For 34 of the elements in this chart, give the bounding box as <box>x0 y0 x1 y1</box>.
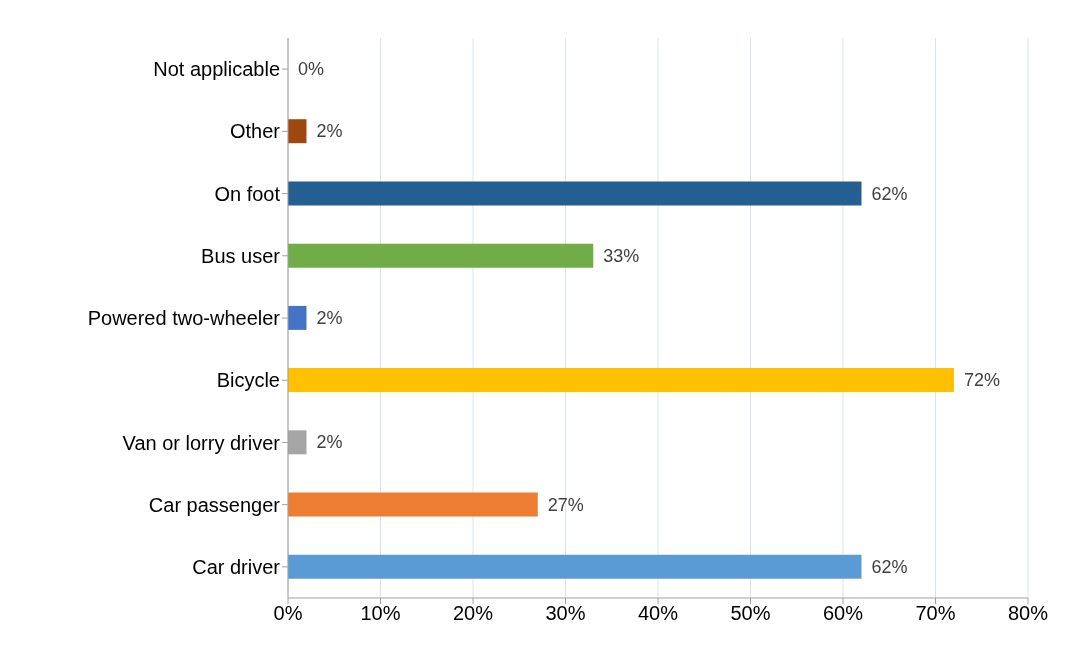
x-tick-label: 80% <box>1007 602 1049 625</box>
y-tick-label: Bicycle <box>216 369 280 392</box>
data-label: 62% <box>871 556 908 577</box>
data-label: 27% <box>547 494 584 515</box>
x-tick-label: 50% <box>730 602 771 625</box>
x-tick-label: 70% <box>915 602 956 625</box>
y-tick-label: Other <box>229 120 281 143</box>
y-tick-label: Car driver <box>192 555 281 578</box>
data-label: 72% <box>964 370 1001 391</box>
x-tick-label: 0% <box>273 602 303 625</box>
y-tick-label: Van or lorry driver <box>122 431 281 454</box>
x-tick-label: 20% <box>452 602 494 625</box>
data-label: 2% <box>316 432 343 453</box>
bar <box>288 119 307 144</box>
y-tick-label: Car passenger <box>148 493 281 516</box>
bar <box>288 181 862 206</box>
bar <box>288 243 594 268</box>
data-label: 0% <box>298 59 325 80</box>
bar <box>288 554 862 579</box>
data-label: 2% <box>316 121 343 142</box>
data-label: 33% <box>603 245 640 266</box>
data-label: 2% <box>316 308 343 328</box>
x-tick-label: 40% <box>637 602 679 625</box>
x-tick-label: 10% <box>360 602 401 625</box>
x-tick-label: 30% <box>545 602 586 625</box>
bar <box>288 368 954 393</box>
y-tick-label: On foot <box>214 182 281 205</box>
y-tick-label: Not applicable <box>153 58 280 81</box>
y-tick-label: Powered two-wheeler <box>87 307 281 330</box>
data-label: 62% <box>871 183 908 204</box>
bar <box>288 492 538 517</box>
x-tick-label: 60% <box>822 602 864 625</box>
y-tick-label: Bus user <box>201 244 281 267</box>
bar <box>288 305 307 330</box>
